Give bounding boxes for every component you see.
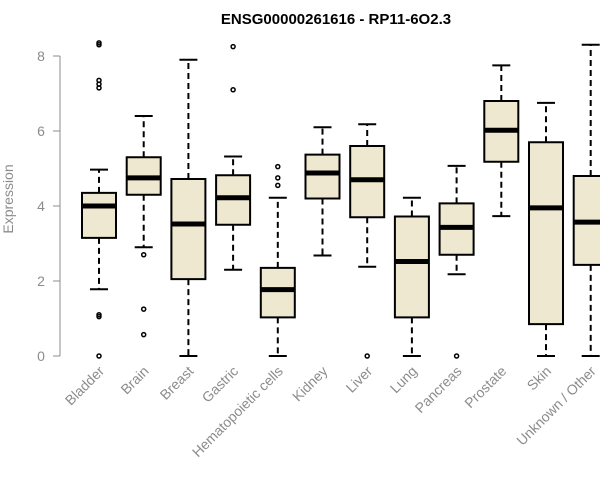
box-rect-7 [393, 215, 430, 319]
outlier-3-0 [230, 87, 236, 93]
chart-title: ENSG00000261616 - RP11-6O2.3 [221, 11, 451, 28]
box-rect-0 [81, 191, 117, 239]
category-label-1: Brain [117, 363, 151, 397]
outlier-0-2 [96, 312, 102, 318]
category-label-5: Kidney [289, 363, 331, 405]
y-tick-label-3: 6 [37, 123, 45, 139]
category-label-11: Unknown / Other [513, 363, 599, 449]
outlier-6-0 [364, 353, 370, 359]
category-label-8: Pancreas [412, 363, 465, 416]
outlier-0-0 [96, 353, 102, 359]
y-axis-label: Expression [0, 164, 16, 233]
outlier-0-5 [96, 77, 102, 84]
y-tick-label-2: 4 [37, 198, 45, 214]
box-2 [170, 58, 207, 357]
y-axis: 0 2 4 6 8 [37, 48, 61, 364]
category-label-10: Skin [524, 363, 555, 394]
box-rect-4 [259, 266, 296, 319]
box-1 [125, 115, 162, 338]
outlier-1-1 [140, 306, 147, 312]
box-5 [304, 126, 341, 257]
outlier-1-2 [140, 252, 147, 258]
outlier-1-0 [140, 331, 147, 338]
category-label-6: Liver [343, 363, 376, 396]
y-tick-label-1: 2 [37, 273, 45, 289]
box-7 [393, 196, 430, 357]
box-4 [259, 163, 296, 357]
box-11 [572, 43, 600, 357]
box-8 [438, 164, 475, 359]
box-10 [528, 101, 564, 357]
outlier-8-0 [453, 353, 460, 359]
outlier-3-1 [230, 43, 236, 50]
category-label-2: Breast [157, 363, 197, 403]
y-tick-label-0: 0 [37, 348, 45, 364]
outlier-4-1 [275, 175, 281, 181]
box-rect-5 [304, 153, 341, 200]
outlier-4-0 [275, 182, 281, 189]
box-9 [483, 64, 520, 218]
category-label-9: Prostate [461, 363, 509, 411]
category-label-3: Gastric [199, 363, 242, 406]
box-rect-2 [170, 178, 207, 281]
box-3 [215, 43, 252, 271]
box-6 [349, 123, 386, 359]
box-0 [81, 40, 117, 359]
outlier-4-2 [275, 163, 281, 170]
y-tick-label-4: 8 [37, 48, 45, 64]
category-label-0: Bladder [62, 363, 108, 409]
boxes-group [81, 40, 600, 359]
outlier-0-7 [96, 40, 102, 46]
box-rect-10 [528, 141, 564, 326]
category-label-7: Lung [387, 363, 420, 396]
